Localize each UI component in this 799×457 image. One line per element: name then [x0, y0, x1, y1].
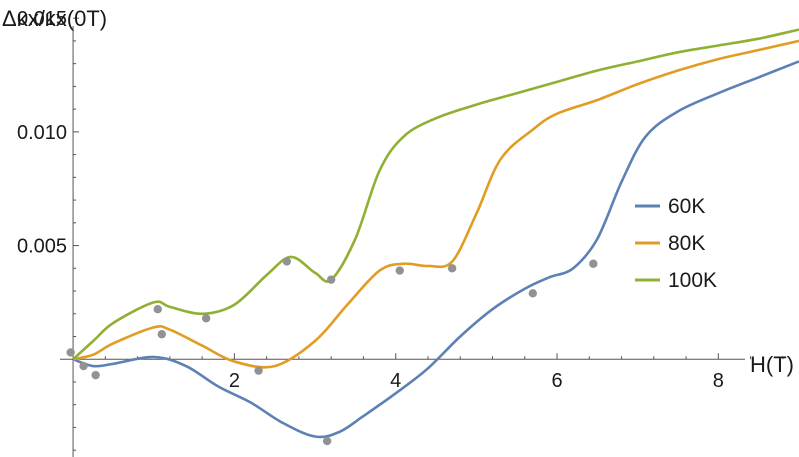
data-point: [254, 366, 263, 375]
data-points: [66, 257, 598, 446]
data-point: [79, 361, 88, 371]
data-point: [66, 348, 75, 357]
data-point: [153, 305, 162, 314]
series-line-60k: [72, 60, 799, 439]
data-point: [91, 370, 100, 380]
series-lines: [72, 28, 799, 439]
y-tick-label: 0.005: [17, 236, 67, 258]
legend-label-60k: 60K: [668, 195, 705, 218]
x-tick-label: 2: [229, 370, 240, 392]
data-point: [589, 259, 598, 268]
data-point: [447, 264, 457, 273]
x-tick-label: 8: [713, 370, 724, 392]
data-point: [326, 275, 336, 284]
legend: 60K 80K 100K: [635, 195, 717, 292]
legend-label-80k: 80K: [668, 232, 705, 255]
y-axis-title: Δκx/κx(0T): [2, 6, 107, 31]
legend-label-100k: 100K: [668, 269, 717, 292]
series-line-100k: [72, 28, 799, 361]
data-point: [282, 257, 292, 266]
x-tick-label: 4: [390, 370, 401, 392]
y-tick-label: 0.010: [17, 122, 67, 144]
data-point: [528, 289, 538, 298]
y-tick-label: 0.015: [17, 8, 67, 30]
x-axis-title: H(T): [750, 352, 794, 377]
series-line-80k: [72, 39, 799, 369]
data-point: [322, 436, 332, 446]
axes: 2 4 6 8 0.005 0.010 0.015: [17, 8, 784, 457]
x-tick-label: 6: [551, 370, 562, 392]
data-point: [157, 330, 166, 339]
data-point: [201, 314, 211, 323]
data-point: [395, 266, 404, 275]
